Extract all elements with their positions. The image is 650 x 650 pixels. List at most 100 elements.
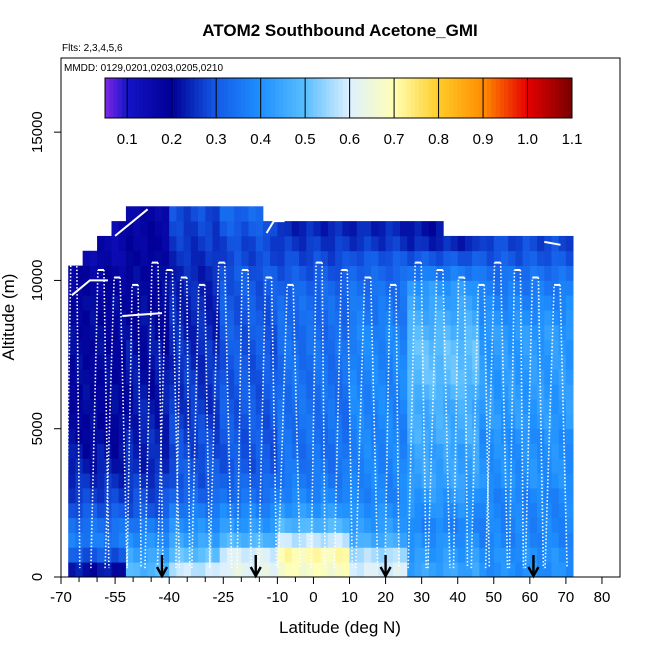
heatmap-cell bbox=[284, 473, 293, 489]
heatmap-cell bbox=[147, 488, 156, 504]
heatmap-cell bbox=[493, 502, 502, 519]
heatmap-cell bbox=[464, 324, 473, 341]
heatmap-cell bbox=[205, 532, 213, 548]
colorbar-swatch bbox=[291, 78, 297, 118]
colorbar-tick-label: 0.4 bbox=[250, 131, 271, 148]
axes: -70 -55 -40 -25 -10 0 10 20 30 40 50 60 70 8005000100… bbox=[29, 111, 620, 606]
heatmap-cell bbox=[493, 384, 502, 400]
heatmap-cell bbox=[169, 458, 177, 474]
heatmap-cell bbox=[551, 339, 560, 355]
colorbar-swatch bbox=[325, 78, 331, 118]
heatmap-cell bbox=[176, 384, 185, 400]
heatmap-cell bbox=[428, 413, 437, 430]
heatmap-cell bbox=[407, 413, 415, 430]
heatmap-cell bbox=[205, 517, 213, 533]
heatmap-cell bbox=[190, 235, 199, 252]
colorbar-swatch bbox=[419, 78, 424, 118]
heatmap-cell bbox=[313, 562, 322, 578]
heatmap-cell bbox=[544, 339, 552, 355]
heatmap-cell bbox=[104, 562, 112, 578]
heatmap-cell bbox=[183, 235, 192, 252]
heatmap-cell bbox=[104, 310, 112, 326]
colorbar-swatch bbox=[164, 78, 170, 118]
heatmap-cell bbox=[133, 443, 141, 459]
heatmap-cell bbox=[414, 339, 423, 355]
heatmap-cell bbox=[270, 280, 278, 296]
heatmap-cell bbox=[205, 310, 213, 326]
heatmap-cell bbox=[356, 265, 365, 281]
heatmap-cell bbox=[392, 458, 401, 474]
heatmap-cell bbox=[190, 413, 199, 430]
heatmap-cell bbox=[111, 547, 120, 563]
heatmap-cell bbox=[443, 369, 451, 385]
heatmap-cell bbox=[284, 384, 293, 400]
heatmap-cell bbox=[118, 458, 127, 474]
heatmap-cell bbox=[255, 280, 264, 296]
heatmap-cell bbox=[529, 532, 538, 548]
heatmap-cell bbox=[421, 339, 430, 355]
heatmap-cell bbox=[486, 473, 495, 489]
heatmap-cell bbox=[284, 458, 293, 474]
colorbar-swatch bbox=[321, 78, 327, 118]
heatmap-cell bbox=[299, 443, 307, 459]
heatmap-cell bbox=[500, 562, 509, 578]
heatmap-cell bbox=[428, 428, 437, 444]
heatmap-cell bbox=[356, 458, 365, 474]
heatmap-cell bbox=[558, 502, 567, 519]
colorbar-swatch bbox=[211, 78, 216, 118]
heatmap-cell bbox=[522, 265, 531, 281]
heatmap-cell bbox=[313, 324, 322, 341]
heatmap-cell bbox=[75, 324, 84, 341]
colorbar-swatch bbox=[155, 78, 161, 118]
heatmap-cell bbox=[436, 295, 444, 311]
heatmap-cell bbox=[356, 428, 365, 444]
heatmap-cell bbox=[190, 250, 199, 266]
heatmap-cell bbox=[306, 235, 314, 252]
heatmap-cell bbox=[558, 339, 567, 355]
heatmap-cell bbox=[82, 532, 91, 548]
heatmap-cell bbox=[335, 324, 343, 341]
heatmap-cell bbox=[378, 532, 386, 548]
heatmap-cell bbox=[104, 295, 112, 311]
heatmap-cell bbox=[457, 354, 466, 370]
heatmap-cell bbox=[226, 295, 235, 311]
heatmap-cell bbox=[472, 562, 480, 578]
heatmap-cell bbox=[486, 413, 495, 430]
heatmap-cell bbox=[508, 235, 516, 252]
heatmap-cell bbox=[443, 235, 451, 252]
colorbar-swatch bbox=[240, 78, 246, 118]
heatmap-cell bbox=[313, 310, 322, 326]
heatmap-cell bbox=[161, 428, 170, 444]
heatmap-cell bbox=[385, 502, 394, 519]
heatmap-cell bbox=[241, 428, 249, 444]
heatmap-cell bbox=[414, 250, 423, 266]
heatmap-cell bbox=[327, 562, 336, 578]
heatmap-cell bbox=[248, 310, 257, 326]
heatmap-cell bbox=[277, 250, 285, 266]
heatmap-cell bbox=[226, 562, 235, 578]
heatmap-cell bbox=[371, 384, 379, 400]
heatmap-cell bbox=[385, 369, 394, 385]
heatmap-cell bbox=[299, 265, 307, 281]
heatmap-cell bbox=[500, 339, 509, 355]
heatmap-cell bbox=[522, 473, 531, 489]
heatmap-cell bbox=[327, 265, 336, 281]
heatmap-cell bbox=[198, 250, 206, 266]
heatmap-cell bbox=[385, 221, 394, 237]
heatmap-cell bbox=[522, 547, 531, 563]
heatmap-cell bbox=[335, 250, 343, 266]
heatmap-cell bbox=[68, 562, 76, 578]
heatmap-cell bbox=[335, 399, 343, 415]
heatmap-cell bbox=[111, 473, 120, 489]
heatmap-cell bbox=[169, 339, 177, 355]
heatmap-cell bbox=[464, 354, 473, 370]
heatmap-cell bbox=[565, 280, 574, 296]
heatmap-cell bbox=[407, 310, 415, 326]
heatmap-cell bbox=[198, 547, 206, 563]
heatmap-cell bbox=[320, 369, 329, 385]
y-tick-label: 15000 bbox=[29, 111, 46, 153]
heatmap-cell bbox=[205, 221, 213, 237]
heatmap-cell bbox=[443, 399, 451, 415]
heatmap-cell bbox=[219, 547, 228, 563]
heatmap-cell bbox=[486, 310, 495, 326]
